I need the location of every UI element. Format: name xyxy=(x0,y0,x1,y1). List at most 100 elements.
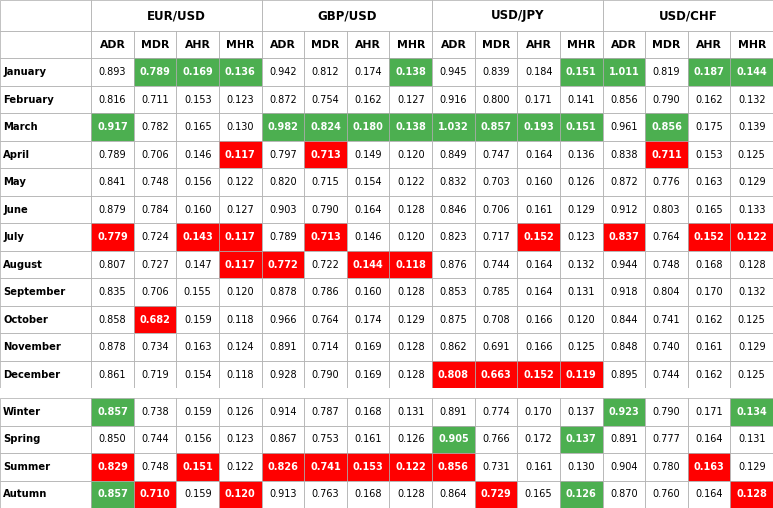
Text: 0.832: 0.832 xyxy=(440,177,467,187)
Bar xyxy=(91,426,134,453)
Bar xyxy=(603,58,645,86)
Text: 0.913: 0.913 xyxy=(269,489,297,499)
Text: 0.125: 0.125 xyxy=(737,370,765,379)
Text: Winter: Winter xyxy=(3,407,41,417)
Bar xyxy=(91,113,134,141)
Bar xyxy=(645,169,688,196)
Bar xyxy=(432,224,475,251)
Text: 0.764: 0.764 xyxy=(312,314,339,325)
Bar xyxy=(305,306,347,333)
Text: USD/CHF: USD/CHF xyxy=(659,9,717,22)
Text: 0.784: 0.784 xyxy=(141,205,169,215)
Bar xyxy=(517,86,560,113)
Text: 0.119: 0.119 xyxy=(566,370,597,379)
Bar xyxy=(688,481,730,508)
Text: 0.128: 0.128 xyxy=(397,287,424,297)
Bar xyxy=(560,481,603,508)
Bar xyxy=(347,169,390,196)
Text: 0.867: 0.867 xyxy=(269,434,297,444)
Bar xyxy=(176,224,219,251)
Bar xyxy=(91,86,134,113)
Text: 0.785: 0.785 xyxy=(482,287,510,297)
Bar xyxy=(560,333,603,361)
Text: 0.944: 0.944 xyxy=(610,260,638,270)
Bar xyxy=(0,481,91,508)
Bar xyxy=(645,31,688,58)
Text: 0.143: 0.143 xyxy=(182,232,213,242)
Bar xyxy=(134,113,176,141)
Bar xyxy=(219,481,261,508)
Bar xyxy=(390,278,432,306)
Text: 0.130: 0.130 xyxy=(226,122,254,132)
Text: 0.711: 0.711 xyxy=(651,150,682,160)
Bar xyxy=(432,251,475,278)
Text: 0.804: 0.804 xyxy=(652,287,680,297)
Text: 0.753: 0.753 xyxy=(312,434,339,444)
Text: 0.856: 0.856 xyxy=(438,462,469,472)
Bar xyxy=(390,86,432,113)
Bar xyxy=(219,113,261,141)
Bar xyxy=(730,224,773,251)
Bar xyxy=(219,398,261,426)
Bar xyxy=(603,361,645,389)
Bar xyxy=(688,141,730,169)
Bar xyxy=(432,31,475,58)
Text: 0.786: 0.786 xyxy=(312,287,339,297)
Bar xyxy=(219,251,261,278)
Text: 0.870: 0.870 xyxy=(610,489,638,499)
Text: USD/JPY: USD/JPY xyxy=(491,9,544,22)
Bar xyxy=(560,86,603,113)
Bar xyxy=(475,453,517,481)
Text: 0.829: 0.829 xyxy=(97,462,128,472)
Bar xyxy=(176,453,219,481)
Bar xyxy=(432,278,475,306)
Bar xyxy=(390,333,432,361)
Bar xyxy=(560,251,603,278)
Text: June: June xyxy=(3,205,28,215)
Bar xyxy=(432,481,475,508)
Bar xyxy=(517,141,560,169)
Text: 0.966: 0.966 xyxy=(269,314,297,325)
Text: 0.872: 0.872 xyxy=(269,94,297,105)
Text: 0.128: 0.128 xyxy=(738,260,765,270)
Text: 0.130: 0.130 xyxy=(567,462,595,472)
Text: 0.760: 0.760 xyxy=(652,489,680,499)
Text: 0.719: 0.719 xyxy=(141,370,169,379)
Bar xyxy=(347,426,390,453)
Bar xyxy=(390,453,432,481)
Bar xyxy=(91,141,134,169)
Text: 0.824: 0.824 xyxy=(310,122,341,132)
Bar xyxy=(645,86,688,113)
Text: 0.153: 0.153 xyxy=(184,94,212,105)
Bar xyxy=(688,224,730,251)
Text: 0.117: 0.117 xyxy=(225,150,256,160)
Text: MDR: MDR xyxy=(312,40,340,50)
Bar xyxy=(688,333,730,361)
Text: 0.169: 0.169 xyxy=(355,370,382,379)
Text: MHR: MHR xyxy=(567,40,595,50)
Bar xyxy=(603,169,645,196)
Bar xyxy=(0,113,91,141)
Text: 0.169: 0.169 xyxy=(182,67,213,77)
Bar xyxy=(603,333,645,361)
Bar xyxy=(432,426,475,453)
Text: 0.129: 0.129 xyxy=(738,462,765,472)
Text: 0.166: 0.166 xyxy=(525,342,553,352)
Bar xyxy=(261,58,305,86)
Text: 0.714: 0.714 xyxy=(312,342,339,352)
Bar xyxy=(688,361,730,389)
Bar xyxy=(91,0,261,31)
Bar xyxy=(645,196,688,224)
Bar xyxy=(730,398,773,426)
Text: 0.120: 0.120 xyxy=(397,232,424,242)
Text: MDR: MDR xyxy=(482,40,510,50)
Bar xyxy=(261,86,305,113)
Bar xyxy=(432,0,603,31)
Text: 0.780: 0.780 xyxy=(652,462,680,472)
Text: 0.162: 0.162 xyxy=(354,94,382,105)
Bar xyxy=(0,361,91,389)
Text: 0.126: 0.126 xyxy=(226,407,254,417)
Bar xyxy=(645,141,688,169)
Bar xyxy=(645,113,688,141)
Bar xyxy=(261,481,305,508)
